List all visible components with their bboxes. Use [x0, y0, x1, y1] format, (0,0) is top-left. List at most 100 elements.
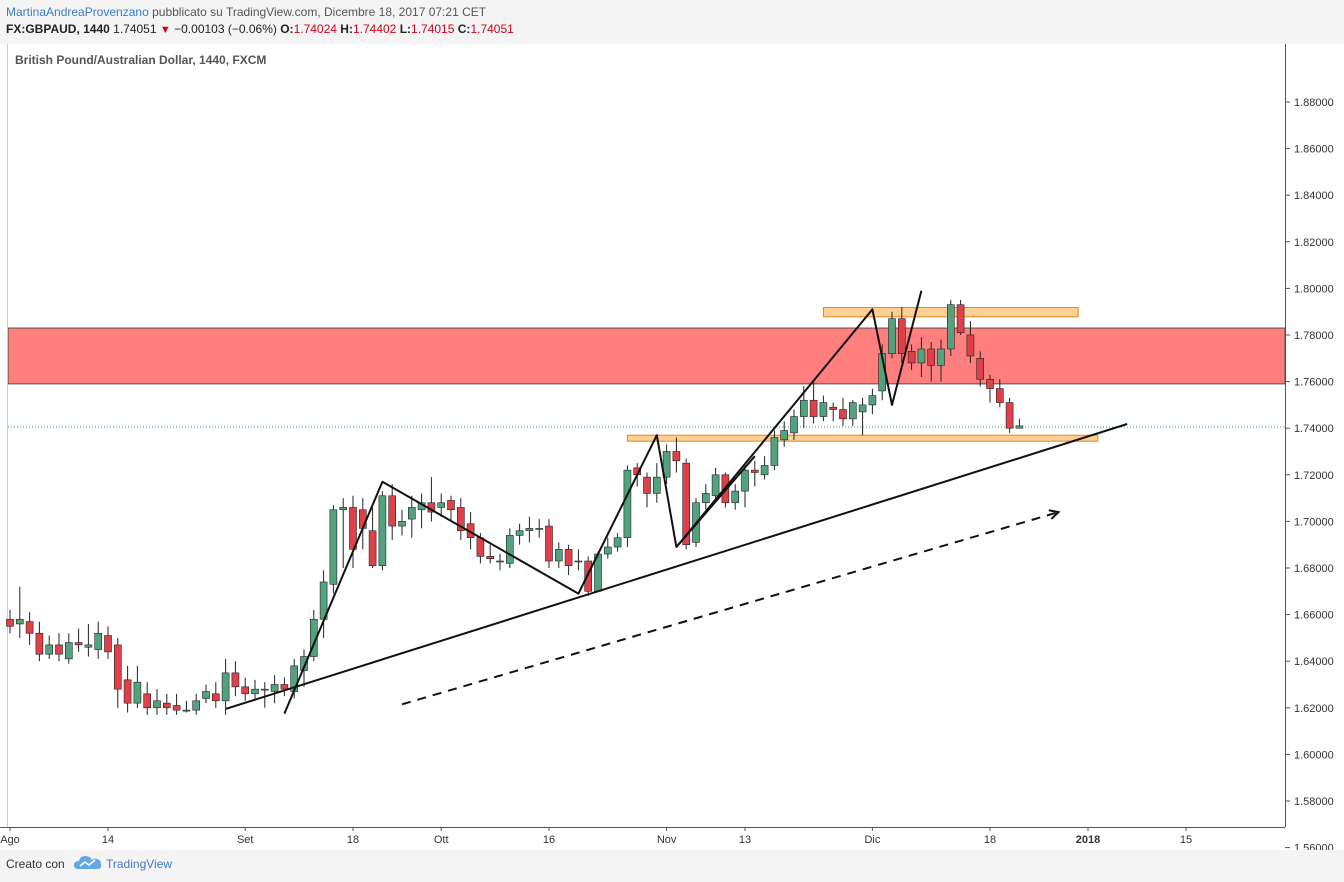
candle-up: [378, 495, 387, 566]
candle-down: [212, 693, 220, 702]
candle-down: [486, 556, 495, 559]
y-tick-label: 1.68000: [1294, 563, 1334, 575]
chart-legend: British Pound/Australian Dollar, 1440, F…: [15, 53, 267, 67]
candle-down: [172, 705, 181, 711]
tradingview-link[interactable]: TradingView: [106, 857, 173, 871]
y-tick-label: 1.80000: [1294, 283, 1334, 295]
candle-down: [672, 451, 681, 462]
close-value: 1.74051: [470, 22, 514, 36]
candle-up: [868, 395, 877, 406]
x-tick-label: 13: [739, 834, 751, 846]
x-tick-label: 18: [984, 834, 996, 846]
projection-dashed-arrow[interactable]: [401, 511, 1059, 706]
chart-area[interactable]: 1.88000 1.86000 1.84000 1.82000 1.80000 1.780…: [0, 44, 1344, 855]
candle-up: [15, 618, 24, 625]
tradingview-cloud-icon[interactable]: [74, 854, 102, 872]
candle-up: [790, 416, 798, 434]
close-label: C:: [457, 22, 471, 36]
candle-down: [25, 621, 34, 634]
x-tick-label: Nov: [657, 834, 677, 846]
candle-down: [368, 530, 377, 566]
candle-up: [505, 535, 514, 564]
candle-down: [447, 500, 455, 511]
candle-up: [760, 465, 769, 476]
high-label: H:: [340, 22, 353, 36]
candle-up: [574, 560, 583, 563]
candle-down: [750, 469, 759, 473]
price-chart[interactable]: 1.88000 1.86000 1.84000 1.82000 1.80000 1.780…: [0, 44, 1344, 855]
candle-down: [839, 409, 847, 420]
y-tick-label: 1.84000: [1294, 190, 1334, 202]
low-label: L:: [399, 22, 412, 36]
y-tick-label: 1.72000: [1294, 470, 1334, 482]
candle-up: [741, 469, 749, 492]
open-value: 1.74024: [293, 22, 337, 36]
level-box-2[interactable]: [626, 434, 1099, 442]
projection-arrowhead: [1048, 509, 1061, 520]
candle-up: [731, 490, 740, 504]
candle-down: [388, 495, 397, 527]
symbol-label[interactable]: FX:GBPAUD, 1440: [6, 22, 110, 36]
resistance-zone[interactable]: [7, 327, 1286, 385]
y-tick-label: 1.88000: [1294, 97, 1334, 109]
pattern-line-2[interactable]: [675, 455, 756, 548]
candle-down: [897, 318, 906, 354]
candle-up: [133, 681, 142, 704]
candle-down: [966, 334, 975, 357]
candle-up: [711, 474, 720, 497]
candle-down: [6, 618, 14, 627]
candle-up: [221, 672, 230, 702]
candle-down: [956, 304, 965, 333]
candle-up: [251, 688, 259, 695]
candle-up: [554, 549, 563, 562]
candle-up: [937, 348, 945, 366]
candle-up: [623, 469, 632, 539]
candle-up: [780, 430, 789, 441]
candle-up: [407, 507, 416, 520]
candle-up: [260, 688, 269, 691]
candle-down: [163, 702, 171, 709]
candle-up: [535, 528, 544, 530]
candle-up: [770, 437, 779, 466]
candle-down: [241, 686, 249, 695]
change-down-icon: ▼: [159, 24, 171, 36]
candle-up: [613, 537, 622, 548]
pattern-line-1[interactable]: [283, 290, 923, 715]
x-tick-label: Ago: [0, 834, 20, 846]
candle-up: [946, 304, 955, 350]
candle-up: [603, 546, 612, 555]
candle-up: [65, 642, 73, 660]
author-link[interactable]: MartinaAndreaProvenzano: [6, 5, 149, 19]
y-tick-label: 1.86000: [1294, 144, 1334, 156]
candle-down: [564, 549, 573, 566]
candle-down: [231, 672, 240, 688]
y-tick-label: 1.66000: [1294, 610, 1334, 622]
candle-up: [153, 700, 161, 709]
footer-bar: [0, 850, 1344, 882]
support-trendline[interactable]: [225, 423, 1128, 710]
open-label: O:: [280, 22, 294, 36]
y-tick-label: 1.60000: [1294, 749, 1334, 761]
candle-down: [55, 644, 63, 655]
candle-up: [819, 402, 828, 417]
candle-up: [515, 530, 524, 536]
low-value: 1.74015: [411, 22, 455, 36]
candle-up: [339, 507, 348, 511]
x-tick-label: 2018: [1076, 834, 1100, 846]
change-value: −0.00103 (−0.06%): [174, 22, 277, 36]
candle-down: [476, 537, 485, 557]
candle-up: [662, 451, 671, 478]
candle-down: [643, 476, 651, 494]
x-tick-label: 15: [1180, 834, 1192, 846]
price-summary: FX:GBPAUD, 1440 1.74051 ▼ −0.00103 (−0.0…: [6, 22, 514, 36]
candle-down: [104, 635, 112, 653]
candle-up: [329, 509, 338, 585]
candle-up: [84, 644, 93, 648]
x-tick-label: Dic: [864, 834, 880, 846]
y-tick-label: 1.64000: [1294, 656, 1334, 668]
candle-up: [270, 684, 279, 692]
x-tick-label: 14: [102, 834, 114, 846]
candle-down: [1005, 402, 1014, 429]
candle-down: [976, 357, 985, 380]
candle-up: [94, 632, 102, 650]
